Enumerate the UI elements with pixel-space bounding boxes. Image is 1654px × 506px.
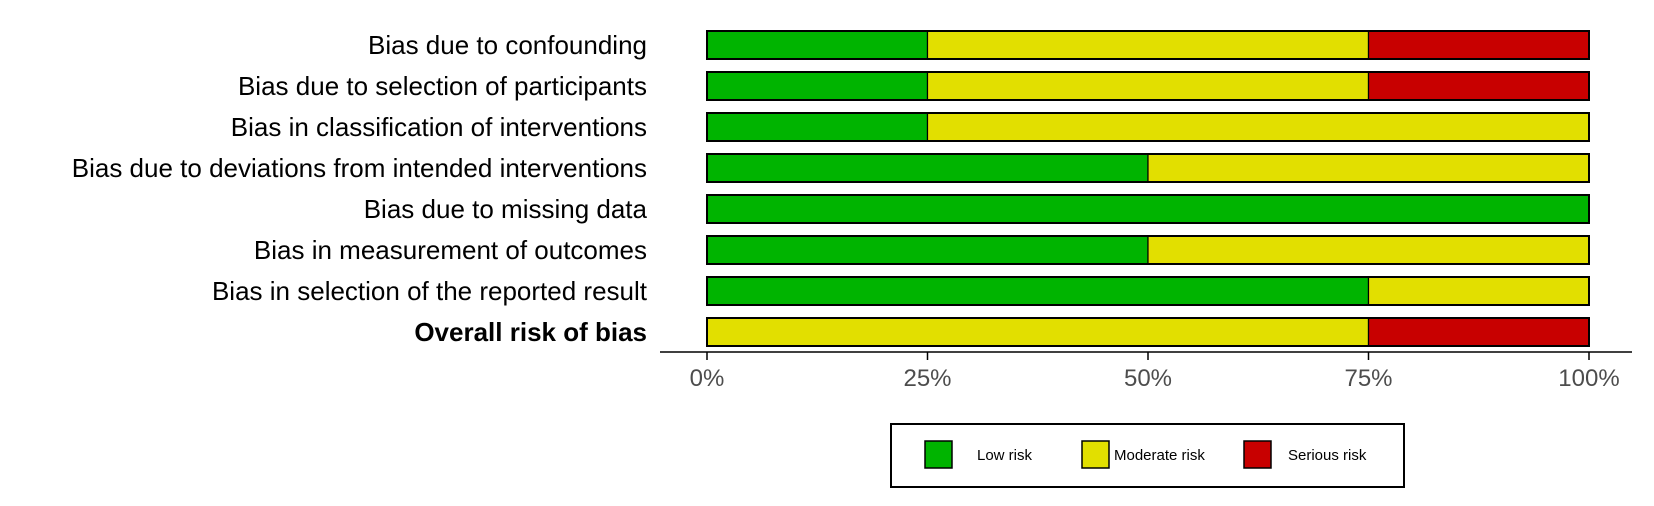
category-label-bias-due-to-deviations-from-intended-interventions: Bias due to deviations from intended int… bbox=[72, 153, 647, 183]
legend: Low risk Moderate risk Serious risk bbox=[890, 423, 1405, 488]
bar-segment-low-risk-bias-due-to-missing-data bbox=[706, 194, 1590, 224]
bar-segment-low-risk-bias-due-to-confounding bbox=[706, 30, 929, 60]
bar-outline-bias-in-classification-of-interventions bbox=[706, 112, 1590, 142]
bar-outline-bias-due-to-missing-data bbox=[706, 194, 1590, 224]
x-tick-label-75: 75% bbox=[1344, 365, 1392, 392]
legend-box bbox=[890, 423, 1405, 488]
bar-outline-bias-in-selection-of-the-reported-result bbox=[706, 276, 1590, 306]
bar-segment-moderate-risk-bias-in-measurement-of-outcomes bbox=[1147, 235, 1590, 265]
legend-key-low-risk bbox=[924, 440, 953, 469]
bar-segment-serious-risk-bias-due-to-selection-of-participants bbox=[1367, 71, 1590, 101]
x-tick-label-25: 25% bbox=[903, 365, 951, 392]
category-label-bias-due-to-confounding: Bias due to confounding bbox=[368, 30, 647, 60]
bar-outline-bias-due-to-selection-of-participants bbox=[706, 71, 1590, 101]
bar-segment-low-risk-bias-due-to-deviations-from-intended-interventions bbox=[706, 153, 1149, 183]
bar-outline-overall-risk-of-bias bbox=[706, 317, 1590, 347]
bar-segment-moderate-risk-bias-due-to-confounding bbox=[926, 30, 1370, 60]
x-axis: 0% 25% 50% 75% 100% bbox=[660, 351, 1632, 392]
category-label-bias-due-to-selection-of-participants: Bias due to selection of participants bbox=[238, 71, 647, 101]
bar-segment-low-risk-bias-due-to-selection-of-participants bbox=[706, 71, 929, 101]
legend-label-low-risk: Low risk bbox=[977, 447, 1033, 464]
bar-outline-bias-in-measurement-of-outcomes bbox=[706, 235, 1590, 265]
category-label-bias-in-measurement-of-outcomes: Bias in measurement of outcomes bbox=[254, 235, 647, 265]
category-labels: Bias due to confounding Bias due to selec… bbox=[72, 30, 648, 347]
bar-segment-serious-risk-bias-due-to-confounding bbox=[1367, 30, 1590, 60]
bar-outline-bias-due-to-confounding bbox=[706, 30, 1590, 60]
bar-segment-low-risk-bias-in-classification-of-interventions bbox=[706, 112, 929, 142]
category-label-bias-in-classification-of-interventions: Bias in classification of interventions bbox=[231, 112, 647, 142]
x-tick-label-50: 50% bbox=[1124, 365, 1172, 392]
legend-label-serious-risk: Serious risk bbox=[1288, 447, 1367, 464]
legend-key-serious-risk bbox=[1243, 440, 1272, 469]
bar-segment-moderate-risk-bias-due-to-deviations-from-intended-interventions bbox=[1147, 153, 1590, 183]
x-tick-label-0: 0% bbox=[690, 365, 725, 392]
bars bbox=[706, 30, 1590, 347]
category-label-overall-risk-of-bias: Overall risk of bias bbox=[414, 317, 647, 347]
bar-segment-moderate-risk-overall-risk-of-bias bbox=[706, 317, 1370, 347]
bar-segment-moderate-risk-bias-in-classification-of-interventions bbox=[926, 112, 1590, 142]
category-label-bias-in-selection-of-the-reported-result: Bias in selection of the reported result bbox=[212, 276, 648, 306]
bar-segment-low-risk-bias-in-measurement-of-outcomes bbox=[706, 235, 1149, 265]
legend-label-moderate-risk: Moderate risk bbox=[1114, 447, 1205, 464]
bar-outline-bias-due-to-deviations-from-intended-interventions bbox=[706, 153, 1590, 183]
bar-segment-moderate-risk-bias-in-selection-of-the-reported-result bbox=[1367, 276, 1590, 306]
legend-key-moderate-risk bbox=[1081, 440, 1110, 469]
x-tick-label-100: 100% bbox=[1558, 365, 1619, 392]
bar-segment-moderate-risk-bias-due-to-selection-of-participants bbox=[926, 71, 1370, 101]
bar-segment-serious-risk-overall-risk-of-bias bbox=[1367, 317, 1590, 347]
category-label-bias-due-to-missing-data: Bias due to missing data bbox=[364, 194, 648, 224]
bar-segment-low-risk-bias-in-selection-of-the-reported-result bbox=[706, 276, 1370, 306]
